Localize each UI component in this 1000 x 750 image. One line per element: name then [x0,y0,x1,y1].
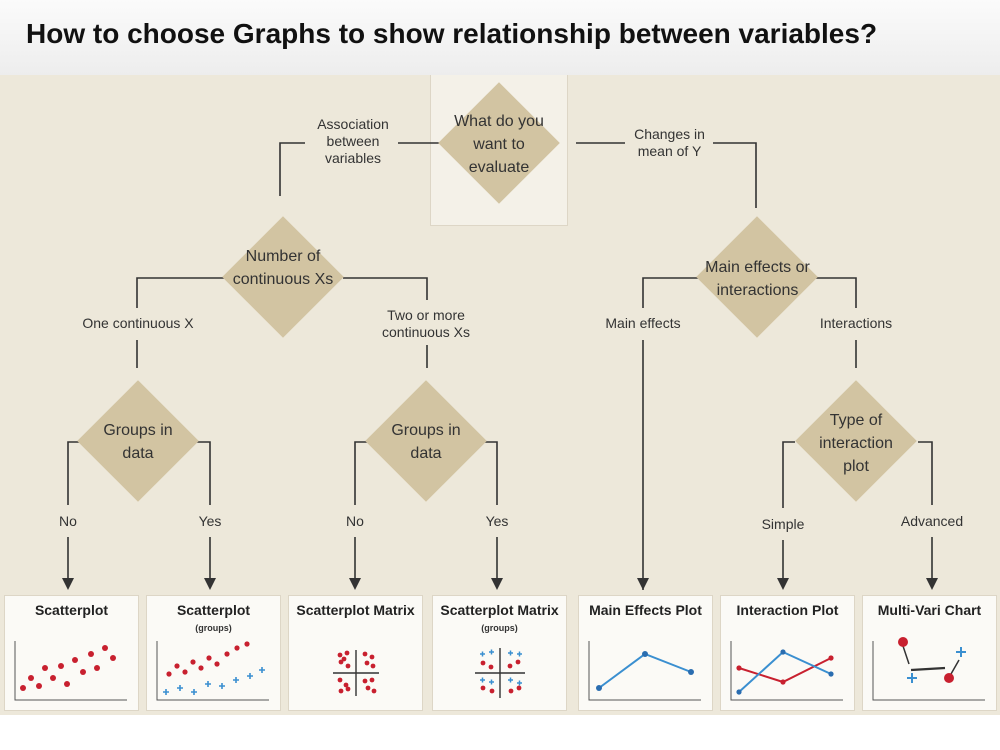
decision-text-continuous: Number of continuous Xs [232,248,334,288]
page-title: How to choose Graphs to show relationshi… [26,18,878,49]
card-title: Main Effects Plot [589,602,702,618]
card-title: Scatterplot [176,602,251,618]
card-scatterplot-matrix-groups: Scatterplot Matrix (groups) [432,595,567,711]
decision-text-groups-left: Groups in data [103,422,173,462]
scatterplot-matrix-thumbnail [333,650,379,696]
arrow-head [926,578,938,590]
card-scatterplot-groups: Scatterplot (groups) [146,595,281,711]
branch-label-yes-right: Yes [482,513,512,530]
branch-label-no-left: No [53,513,83,530]
card-subtitle: (groups) [195,623,232,633]
interaction-plot-thumbnail [730,641,843,701]
card-multi-vari-chart: Multi-Vari Chart [862,595,997,711]
card-scatterplot-matrix: Scatterplot Matrix [288,595,423,711]
decision-text-main-or-interactions: Main effects or interactions [705,259,810,299]
card-subtitle: (groups) [481,623,518,633]
arrow-head [777,578,789,590]
branch-label-association: Association between variables [308,116,398,167]
branch-label-two-x: Two or more continuous Xs [372,307,480,341]
scatterplot-groups-thumbnail [156,641,269,701]
title-bar: How to choose Graphs to show relationshi… [0,0,1000,76]
branch-label-changes: Changes in mean of Y [627,126,712,160]
scatterplot-matrix-groups-thumbnail [475,648,525,698]
branch-label-yes-left: Yes [195,513,225,530]
card-title: Scatterplot Matrix [296,602,415,618]
multi-vari-thumbnail [872,637,985,701]
scatterplot-thumbnail [14,641,127,701]
arrow-head [349,578,361,590]
card-title: Scatterplot [34,602,109,618]
branch-label-main-effects: Main effects [598,315,688,332]
branch-label-simple: Simple [755,516,811,533]
decision-text-interaction-type: Type of interaction plot [819,412,893,475]
card-main-effects-plot: Main Effects Plot [578,595,713,711]
arrow-head [204,578,216,590]
main-effects-thumbnail [588,641,701,701]
branch-label-interactions: Interactions [812,315,900,332]
arrow-head [62,578,74,590]
card-title: Interaction Plot [736,602,839,618]
decision-text-groups-right: Groups in data [391,422,461,462]
branch-label-no-right: No [340,513,370,530]
arrow-head [637,578,649,590]
branch-label-advanced: Advanced [896,513,968,530]
card-title: Multi-Vari Chart [877,602,982,618]
decision-text-evaluate: What do you want to evaluate [454,113,544,176]
arrow-head [491,578,503,590]
card-title: Scatterplot Matrix [440,602,559,618]
branch-label-one-x: One continuous X [78,315,198,332]
card-scatterplot: Scatterplot [4,595,139,711]
card-interaction-plot: Interaction Plot [720,595,855,711]
